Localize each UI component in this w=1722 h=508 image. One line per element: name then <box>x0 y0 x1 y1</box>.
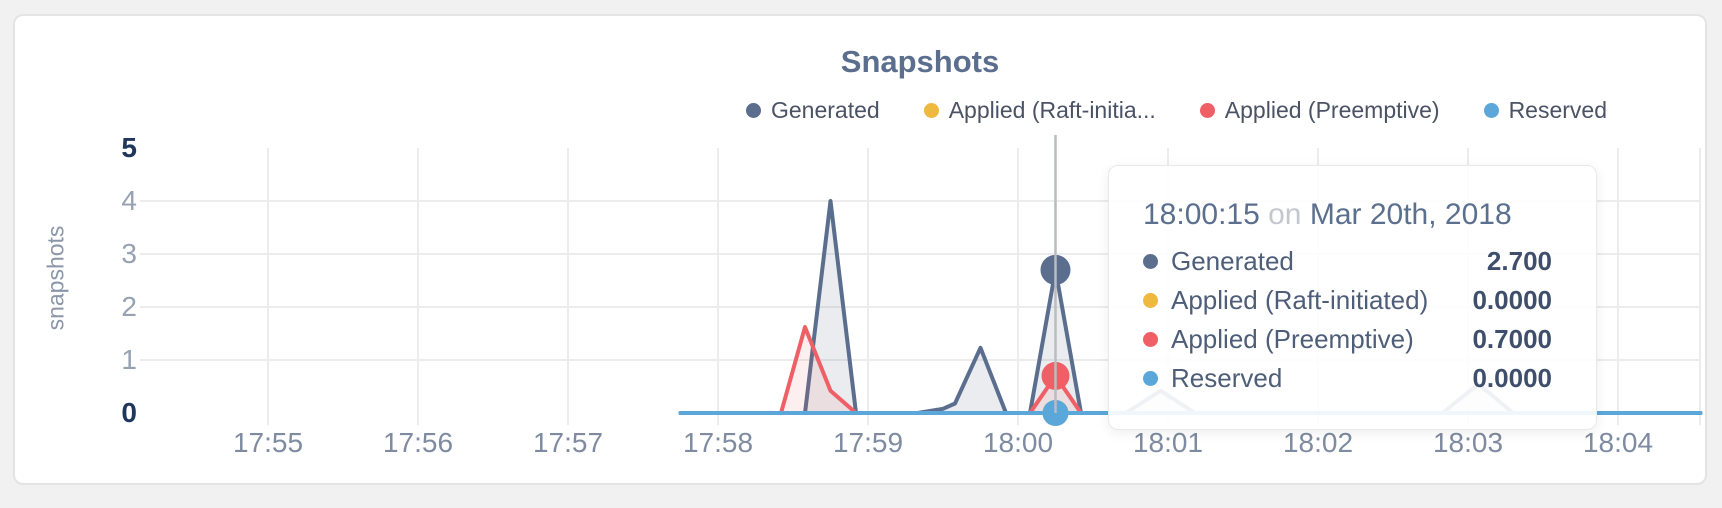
legend-color-dot-icon <box>923 103 939 118</box>
tooltip-title: 18:00:15 on Mar 20th, 2018 <box>1143 198 1552 232</box>
tooltip-row: Applied (Preemptive) 0.7000 <box>1143 320 1552 359</box>
tooltip-series-value: 0.7000 <box>1472 324 1552 354</box>
tooltip-series-dot-icon <box>1143 254 1158 269</box>
legend-label: Applied (Preemptive) <box>1224 97 1440 123</box>
legend-item[interactable]: Reserved <box>1483 97 1607 124</box>
legend-label: Reserved <box>1508 97 1607 123</box>
tooltip-rows: Generated 2.700 Applied (Raft-initiated) 0.… <box>1143 242 1552 398</box>
y-tick-label: 0 <box>121 397 137 428</box>
hover-tooltip: 18:00:15 on Mar 20th, 2018 Generated 2.70… <box>1108 165 1597 430</box>
legend-color-dot-icon <box>1483 103 1499 118</box>
tooltip-row: Applied (Raft-initiated) 0.0000 <box>1143 281 1552 320</box>
x-tick-label: 18:01 <box>1132 427 1204 458</box>
x-tick-label: 17:58 <box>682 427 754 458</box>
x-tick-label: 17:57 <box>532 427 604 458</box>
y-tick-label: 3 <box>121 238 137 269</box>
y-tick-label: 4 <box>121 185 137 216</box>
x-tick-label: 17:59 <box>832 427 904 458</box>
tooltip-series-label: Applied (Preemptive) <box>1171 324 1414 354</box>
chart-legend: Generated Applied (Raft-initia... Applied … <box>746 97 1607 124</box>
y-tick-label: 2 <box>121 291 137 322</box>
legend-color-dot-icon <box>1199 103 1215 118</box>
x-tick-label: 17:56 <box>382 427 454 458</box>
tooltip-row: Generated 2.700 <box>1143 242 1552 281</box>
tooltip-date: Mar 20th, 2018 <box>1309 198 1512 231</box>
legend-label: Applied (Raft-initia... <box>948 97 1156 123</box>
tooltip-series-label: Applied (Raft-initiated) <box>1171 285 1429 315</box>
y-axis-label: snapshots <box>42 225 69 331</box>
tooltip-series-dot-icon <box>1143 332 1158 347</box>
tooltip-series-dot-icon <box>1143 371 1158 386</box>
legend-item[interactable]: Applied (Preemptive) <box>1199 97 1440 124</box>
legend-color-dot-icon <box>746 103 761 118</box>
x-tick-label: 18:00 <box>982 427 1054 458</box>
x-tick-label: 17:55 <box>232 427 304 458</box>
tooltip-series-dot-icon <box>1143 293 1158 308</box>
tooltip-time: 18:00:15 <box>1143 198 1260 231</box>
tooltip-series-value: 2.700 <box>1486 246 1552 276</box>
chart-title: Snapshots <box>840 44 1000 79</box>
tooltip-row: Reserved 0.0000 <box>1143 359 1552 398</box>
tooltip-series-label: Reserved <box>1171 363 1283 393</box>
y-tick-label: 5 <box>121 132 137 163</box>
x-tick-label: 18:02 <box>1282 427 1354 458</box>
legend-label: Generated <box>771 97 880 123</box>
tooltip-joiner: on <box>1268 198 1302 231</box>
x-tick-label: 18:04 <box>1582 427 1654 458</box>
legend-item[interactable]: Applied (Raft-initia... <box>923 97 1156 124</box>
y-tick-label: 1 <box>121 344 137 375</box>
x-tick-label: 18:03 <box>1432 427 1504 458</box>
legend-item[interactable]: Generated <box>746 97 880 124</box>
tooltip-series-value: 0.0000 <box>1472 363 1552 393</box>
tooltip-series-label: Generated <box>1171 246 1294 276</box>
tooltip-series-value: 0.0000 <box>1472 285 1552 315</box>
